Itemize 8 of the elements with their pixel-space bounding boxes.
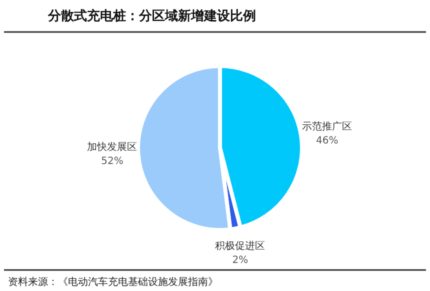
data-label: 46% — [316, 135, 338, 146]
slice-label: 示范推广区 — [302, 120, 352, 132]
slice-label: 积极促进区 — [215, 240, 266, 252]
data-label: 52% — [101, 156, 124, 167]
chart-title: 分散式充电桩：分区域新增建设比例 — [47, 8, 256, 24]
text: 资料来源：《电动汽车充电基础设施发展指南》 — [8, 276, 218, 288]
slice-label: 加快发展区 — [87, 140, 138, 153]
data-label: 2% — [232, 255, 248, 266]
